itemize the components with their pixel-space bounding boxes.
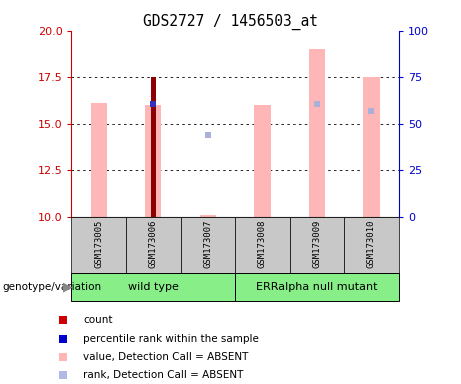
Bar — [71, 273, 235, 301]
Text: GSM173008: GSM173008 — [258, 220, 267, 268]
Bar — [254, 105, 271, 217]
Text: count: count — [83, 315, 112, 325]
Bar — [126, 217, 181, 273]
Text: ▶: ▶ — [64, 280, 73, 293]
Bar — [235, 217, 290, 273]
Text: GSM173009: GSM173009 — [313, 220, 321, 268]
Text: value, Detection Call = ABSENT: value, Detection Call = ABSENT — [83, 352, 248, 362]
Bar — [200, 215, 216, 217]
Bar — [145, 105, 161, 217]
Text: GSM173006: GSM173006 — [149, 220, 158, 268]
Text: rank, Detection Call = ABSENT: rank, Detection Call = ABSENT — [83, 370, 243, 380]
Text: ERRalpha null mutant: ERRalpha null mutant — [256, 282, 378, 292]
Bar — [151, 77, 156, 217]
Bar — [290, 217, 344, 273]
Text: GSM173007: GSM173007 — [203, 220, 213, 268]
Text: percentile rank within the sample: percentile rank within the sample — [83, 334, 259, 344]
Text: wild type: wild type — [128, 282, 179, 292]
Bar — [344, 217, 399, 273]
Bar — [309, 50, 325, 217]
Bar — [181, 217, 235, 273]
Text: genotype/variation: genotype/variation — [2, 282, 101, 292]
Bar — [90, 103, 107, 217]
Text: GDS2727 / 1456503_at: GDS2727 / 1456503_at — [143, 13, 318, 30]
Text: GSM173010: GSM173010 — [367, 220, 376, 268]
Bar — [235, 273, 399, 301]
Bar — [71, 217, 126, 273]
Bar — [363, 77, 380, 217]
Text: GSM173005: GSM173005 — [94, 220, 103, 268]
